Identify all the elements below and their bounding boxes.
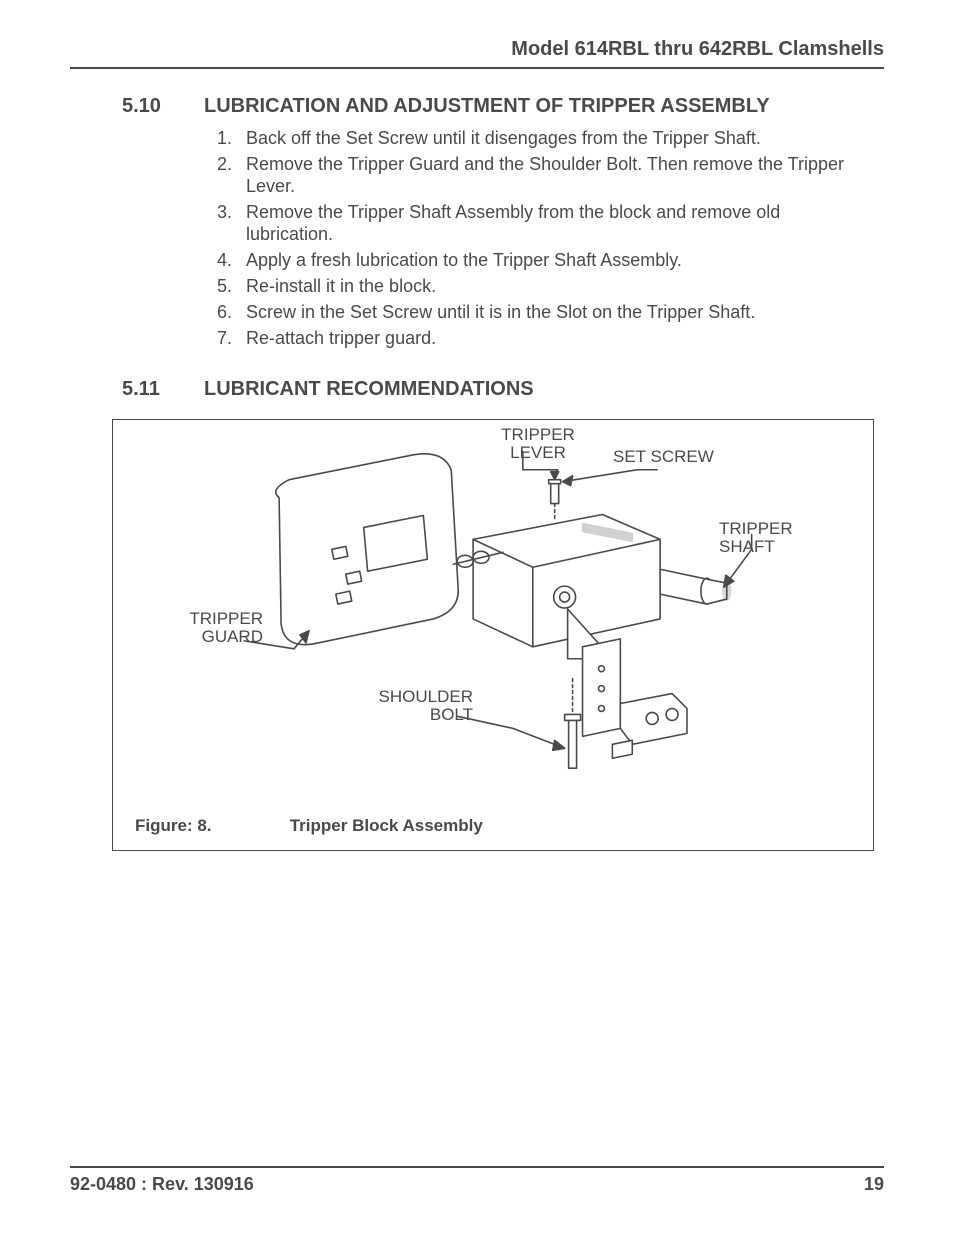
list-item: 1.Back off the Set Screw until it diseng… <box>210 128 864 150</box>
section-title: LUBRICANT RECOMMENDATIONS <box>204 378 534 401</box>
section-number: 5.11 <box>122 378 204 401</box>
list-item: 7.Re-attach tripper guard. <box>210 328 864 350</box>
page-footer: 92-0480 : Rev. 130916 19 <box>70 1166 884 1195</box>
figure-label: Figure: 8. <box>135 816 285 836</box>
callout-tripper-guard: TRIPPERGUARD <box>153 610 263 647</box>
step-text: Apply a fresh lubrication to the Tripper… <box>246 250 864 272</box>
footer-page-number: 19 <box>864 1174 884 1195</box>
figure-8-diagram: TRIPPERLEVER SET SCREW TRIPPERSHAFT TRIP… <box>113 420 873 804</box>
section-5-10-heading: 5.10 LUBRICATION AND ADJUSTMENT OF TRIPP… <box>122 95 884 118</box>
list-item: 4.Apply a fresh lubrication to the Tripp… <box>210 250 864 272</box>
step-text: Re-attach tripper guard. <box>246 328 864 350</box>
callout-tripper-shaft: TRIPPERSHAFT <box>719 520 829 557</box>
page-header-title: Model 614RBL thru 642RBL Clamshells <box>70 38 884 69</box>
section-number: 5.10 <box>122 95 204 118</box>
step-text: Remove the Tripper Guard and the Shoulde… <box>246 154 864 198</box>
list-item: 2.Remove the Tripper Guard and the Shoul… <box>210 154 864 198</box>
step-text: Re-install it in the block. <box>246 276 864 298</box>
callout-shoulder-bolt: SHOULDERBOLT <box>353 688 473 725</box>
callout-set-screw: SET SCREW <box>613 448 753 467</box>
section-5-11-heading: 5.11 LUBRICANT RECOMMENDATIONS <box>122 378 884 401</box>
list-item: 6.Screw in the Set Screw until it is in … <box>210 302 864 324</box>
figure-8-box: TRIPPERLEVER SET SCREW TRIPPERSHAFT TRIP… <box>112 419 874 851</box>
step-text: Remove the Tripper Shaft Assembly from t… <box>246 202 864 246</box>
callout-tripper-lever: TRIPPERLEVER <box>483 426 593 463</box>
step-text: Back off the Set Screw until it disengag… <box>246 128 864 150</box>
section-title: LUBRICATION AND ADJUSTMENT OF TRIPPER AS… <box>204 95 770 118</box>
step-text: Screw in the Set Screw until it is in th… <box>246 302 864 324</box>
figure-8-caption: Figure: 8. Tripper Block Assembly <box>135 816 483 836</box>
list-item: 5.Re-install it in the block. <box>210 276 864 298</box>
figure-title: Tripper Block Assembly <box>290 816 483 835</box>
section-5-10-steps: 1.Back off the Set Screw until it diseng… <box>210 128 864 350</box>
list-item: 3.Remove the Tripper Shaft Assembly from… <box>210 202 864 246</box>
footer-doc-id: 92-0480 : Rev. 130916 <box>70 1174 254 1195</box>
